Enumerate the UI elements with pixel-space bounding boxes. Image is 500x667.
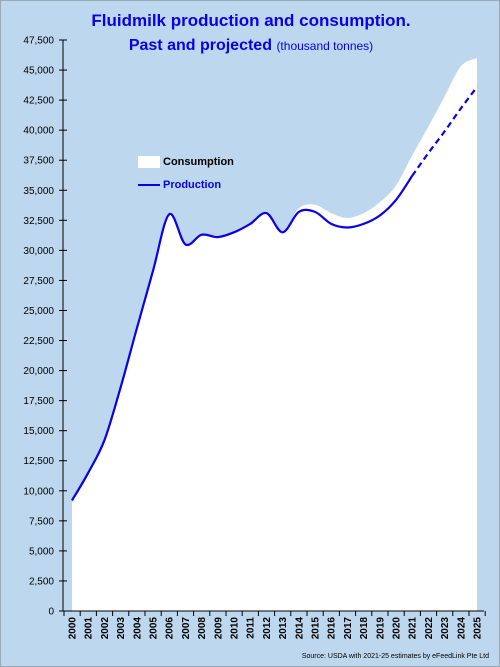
x-tick-label: 2013 xyxy=(278,617,289,640)
x-tick-label: 2016 xyxy=(327,617,338,640)
x-tick-label: 2009 xyxy=(213,617,224,640)
legend-consumption-swatch xyxy=(138,156,160,169)
y-tick-label: 12,500 xyxy=(23,456,54,467)
x-tick-label: 2012 xyxy=(262,617,273,640)
x-tick-label: 2020 xyxy=(392,617,403,640)
chart-source: Source: USDA with 2021-25 estimates by e… xyxy=(301,653,489,660)
x-tick-label: 2017 xyxy=(343,617,354,640)
x-tick-label: 2008 xyxy=(197,617,208,640)
y-tick-label: 22,500 xyxy=(23,336,54,347)
y-tick-label: 47,500 xyxy=(23,36,54,47)
y-tick-label: 25,000 xyxy=(23,306,54,317)
chart-title: Fluidmilk production and consumption. xyxy=(91,11,411,30)
x-tick-label: 2015 xyxy=(311,617,322,640)
y-tick-label: 15,000 xyxy=(23,426,54,437)
x-tick-label: 2024 xyxy=(456,617,467,640)
x-tick-label: 2025 xyxy=(473,617,484,640)
y-tick-label: 20,000 xyxy=(23,366,54,377)
x-tick-label: 2010 xyxy=(230,617,241,640)
consumption-area xyxy=(72,58,477,611)
x-tick-label: 2007 xyxy=(181,617,192,640)
legend-consumption-label: Consumption xyxy=(163,156,234,169)
y-tick-label: 35,000 xyxy=(23,186,54,197)
legend-production-label: Production xyxy=(163,179,222,192)
legend-consumption: Consumption xyxy=(138,156,234,172)
x-tick-label: 2006 xyxy=(165,617,176,640)
y-tick-label: 42,500 xyxy=(23,96,54,107)
y-tick-label: 27,500 xyxy=(23,276,54,287)
y-tick-label: 37,500 xyxy=(23,156,54,167)
x-tick-label: 2005 xyxy=(149,617,160,640)
x-tick-label: 2001 xyxy=(84,617,95,640)
x-tick-label: 2011 xyxy=(246,617,257,639)
chart-subtitle: Past and projected (thousand tonnes) xyxy=(1,37,499,55)
production-line xyxy=(71,175,414,501)
chart-unit: (thousand tonnes) xyxy=(276,39,374,53)
x-tick-label: 2002 xyxy=(100,617,111,640)
y-tick-label: 30,000 xyxy=(23,246,54,257)
legend-production-swatch xyxy=(138,184,160,187)
y-tick-label: 5,000 xyxy=(29,546,54,557)
x-tick-label: 2019 xyxy=(375,617,386,640)
y-tick-label: 32,500 xyxy=(23,216,54,227)
y-tick-label: 0 xyxy=(48,607,54,618)
x-tick-label: 2021 xyxy=(408,617,419,640)
y-tick-label: 17,500 xyxy=(23,396,54,407)
x-tick-label: 2018 xyxy=(359,617,370,640)
chart-subtitle-text: Past and projected xyxy=(128,37,272,54)
y-tick-label: 45,000 xyxy=(23,66,54,77)
x-tick-label: 2003 xyxy=(116,617,127,640)
y-tick-label: 7,500 xyxy=(29,516,54,527)
x-tick-label: 2004 xyxy=(132,617,143,640)
production-projection-line xyxy=(411,86,478,177)
y-tick-label: 10,000 xyxy=(23,486,54,497)
y-tick-label: 2,500 xyxy=(29,576,54,587)
x-tick-label: 2022 xyxy=(424,617,435,640)
y-tick-label: 40,000 xyxy=(23,126,54,137)
x-tick-label: 2014 xyxy=(294,617,305,640)
legend-production: Production xyxy=(138,179,221,195)
x-tick-label: 2023 xyxy=(440,617,451,640)
x-tick-label: 2000 xyxy=(68,617,79,640)
